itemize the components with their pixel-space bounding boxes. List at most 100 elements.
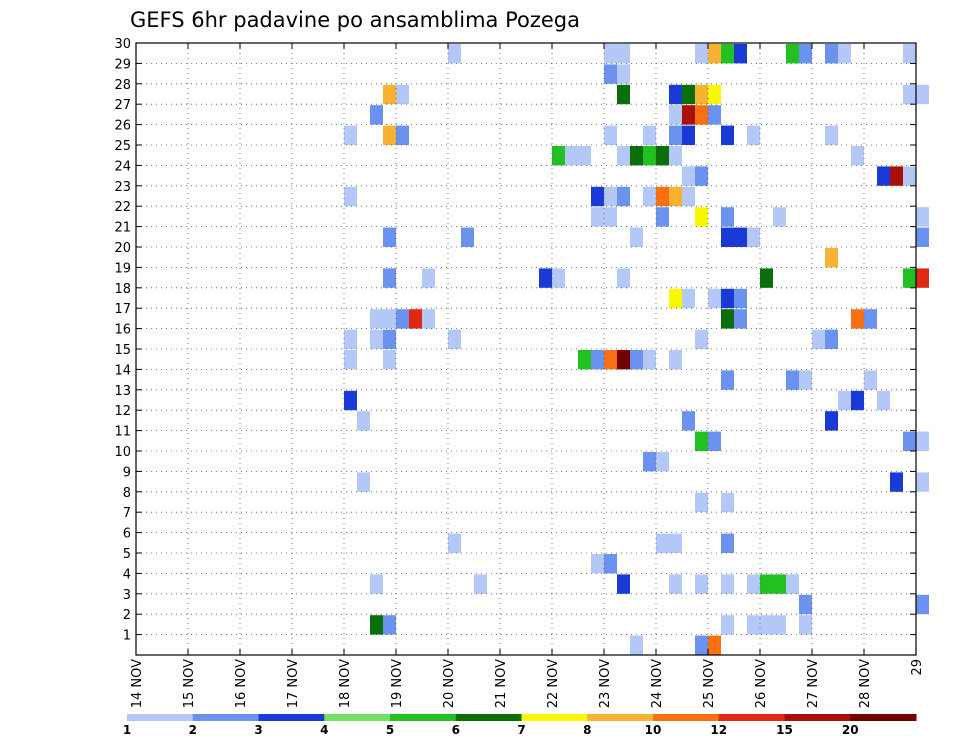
heat-cell [695,207,708,227]
heat-cell [630,350,643,370]
legend-swatch [587,714,654,721]
heat-cell [734,309,747,329]
x-tick-label: 22 NOV [546,659,561,708]
y-tick-label: 18 [114,282,131,297]
y-tick-label: 4 [123,567,131,582]
heat-cell [695,84,708,105]
heat-cell [682,105,695,125]
heat-cell [864,370,877,390]
heat-cell [669,574,682,594]
x-tick-label: 24 NOV [650,659,665,708]
heat-cell [383,309,396,329]
heat-cell [448,329,461,349]
heat-cell [656,146,669,166]
heat-cell [396,125,409,145]
legend-swatch [521,714,588,721]
heat-cell [916,84,929,105]
heat-cell [799,594,812,615]
x-tick-label: 28 NOV [858,659,873,708]
heat-cell [760,615,773,635]
heat-cell [825,411,838,431]
heat-cell [916,472,929,492]
heat-cell [552,268,565,288]
heat-cell [825,329,838,349]
legend-label: 3 [254,723,262,737]
heat-cell [695,574,708,594]
heat-cell [669,125,682,145]
heat-cell [422,268,435,288]
heat-cell [604,64,617,84]
heat-cell [721,125,734,145]
legend-swatch [850,714,917,721]
heat-cell [812,329,825,349]
legend-swatch [784,714,851,721]
heat-cell [773,207,786,227]
heat-cell [344,350,357,370]
heat-cell [903,166,916,186]
heat-cell [799,615,812,635]
heat-cell [825,248,838,268]
heat-cell [708,44,721,64]
heat-cell [578,146,591,166]
heat-cell [721,615,734,635]
heat-cell [825,125,838,145]
heat-cell [344,125,357,145]
y-tick-label: 13 [114,384,131,399]
heat-cell [747,615,760,635]
heat-cell [656,533,669,553]
heat-cell [604,186,617,207]
heat-cell [578,350,591,370]
heat-cell [851,146,864,166]
legend-swatch [258,714,325,721]
heat-cell [721,309,734,329]
heat-cell [669,533,682,553]
heat-cell [708,84,721,105]
x-tick-label: 16 NOV [234,659,249,708]
heat-cell [604,207,617,227]
heat-cell [370,309,383,329]
heat-cell [370,574,383,594]
y-tick-label: 24 [114,159,131,174]
heat-cell [825,44,838,64]
heat-cell [591,554,604,574]
heat-cell [786,370,799,390]
heat-cell [916,594,929,615]
heat-cell [903,431,916,451]
heat-cell [799,44,812,64]
heat-cell [630,146,643,166]
heat-cell [708,105,721,125]
heat-cell [669,288,682,309]
heat-cell [721,492,734,513]
heat-cell [773,574,786,594]
heat-cell [890,472,903,492]
heat-cell [903,44,916,64]
y-tick-label: 25 [114,139,131,154]
legend-swatch [390,714,457,721]
legend-swatch [455,714,522,721]
legend-label: 2 [189,723,197,737]
heat-cell [903,268,916,288]
y-tick-label: 8 [123,486,131,501]
heat-cell [669,84,682,105]
heat-cell [617,146,630,166]
heat-cell [474,574,487,594]
heat-cell [630,635,643,655]
legend-label: 10 [645,723,662,737]
heat-cell [383,84,396,105]
heat-cell [747,227,760,247]
heat-cell [617,44,630,64]
heat-cell [617,64,630,84]
heat-cell [682,84,695,105]
x-tick-label: 21 NOV [494,659,509,708]
heat-cell [721,44,734,64]
x-tick-label: 20 NOV [442,659,457,708]
heat-cell [838,390,851,411]
heat-cell [604,350,617,370]
heat-cell [656,186,669,207]
heat-cell [617,574,630,594]
legend-label: 5 [386,723,394,737]
heat-cell [604,44,617,64]
heat-cell [591,186,604,207]
heat-cell [344,390,357,411]
